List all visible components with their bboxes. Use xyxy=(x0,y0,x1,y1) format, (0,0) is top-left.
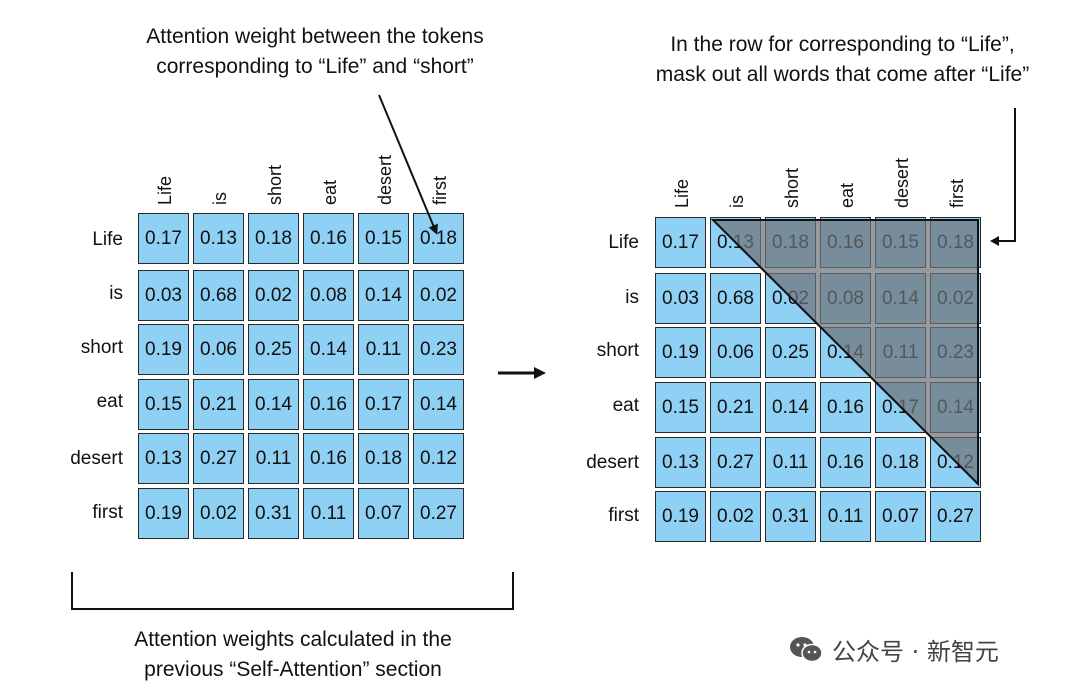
left-cell: 0.19 xyxy=(138,488,189,539)
right-cell: 0.03 xyxy=(655,273,706,324)
left-cell: 0.27 xyxy=(413,488,464,539)
left-cell: 0.03 xyxy=(138,270,189,321)
left-cell: 0.16 xyxy=(303,433,354,484)
left-cell: 0.23 xyxy=(413,324,464,375)
right-cell: 0.13 xyxy=(655,437,706,488)
right-cell: 0.21 xyxy=(710,382,761,433)
left-cell: 0.02 xyxy=(248,270,299,321)
left-cell: 0.17 xyxy=(358,379,409,430)
arrow-right-icon xyxy=(498,367,546,379)
left-row-label-short: short xyxy=(80,337,123,358)
right-cell: 0.27 xyxy=(710,437,761,488)
right-row-label-short: short xyxy=(596,340,639,361)
right-annotation-line2: mask out all words that come after “Life… xyxy=(655,63,1030,86)
left-cell: 0.31 xyxy=(248,488,299,539)
left-cell: 0.02 xyxy=(413,270,464,321)
left-cell: 0.13 xyxy=(193,213,244,264)
right-row-label-life: Life xyxy=(608,232,639,253)
watermark: 公众号 · 新智元 xyxy=(788,632,999,667)
left-cell: 0.11 xyxy=(358,324,409,375)
left-cell: 0.08 xyxy=(303,270,354,321)
wechat-icon xyxy=(790,636,823,662)
bottom-caption-line1: Attention weights calculated in the xyxy=(134,628,452,651)
left-cell: 0.13 xyxy=(138,433,189,484)
right-cell: 0.14 xyxy=(765,382,816,433)
watermark-text: 公众号 · 新智元 xyxy=(832,638,999,666)
right-annotation-line1: In the row for corresponding to “Life”, xyxy=(670,33,1015,56)
left-cell: 0.14 xyxy=(413,379,464,430)
right-cell: 0.15 xyxy=(655,382,706,433)
left-row-label-eat: eat xyxy=(96,391,123,412)
right-cell: 0.11 xyxy=(820,491,871,542)
left-cell: 0.07 xyxy=(358,488,409,539)
left-annotation-line1: Attention weight between the tokens xyxy=(146,25,484,48)
right-cell: 0.07 xyxy=(875,491,926,542)
right-cell: 0.25 xyxy=(765,327,816,378)
bottom-bracket xyxy=(71,572,514,610)
left-cell: 0.14 xyxy=(358,270,409,321)
right-cell: 0.11 xyxy=(765,437,816,488)
left-cell: 0.18 xyxy=(248,213,299,264)
bottom-caption-line2: previous “Self-Attention” section xyxy=(144,658,442,681)
left-cell: 0.21 xyxy=(193,379,244,430)
right-cell: 0.06 xyxy=(710,327,761,378)
left-cell: 0.02 xyxy=(193,488,244,539)
left-cell: 0.17 xyxy=(138,213,189,264)
left-cell: 0.18 xyxy=(358,433,409,484)
left-annotation-line2: corresponding to “Life” and “short” xyxy=(156,55,474,78)
right-row-label-desert: desert xyxy=(586,452,639,473)
right-cell: 0.27 xyxy=(930,491,981,542)
left-cell: 0.19 xyxy=(138,324,189,375)
right-cell: 0.19 xyxy=(655,491,706,542)
left-row-label-is: is xyxy=(109,283,123,304)
left-cell: 0.15 xyxy=(138,379,189,430)
left-cell: 0.15 xyxy=(358,213,409,264)
left-cell: 0.16 xyxy=(303,379,354,430)
mask-triangle xyxy=(710,219,979,487)
right-cell: 0.16 xyxy=(820,382,871,433)
left-cell: 0.11 xyxy=(303,488,354,539)
right-cell: 0.18 xyxy=(875,437,926,488)
right-cell: 0.17 xyxy=(655,217,706,268)
right-row-label-is: is xyxy=(625,287,639,308)
right-cell: 0.68 xyxy=(710,273,761,324)
left-cell: 0.06 xyxy=(193,324,244,375)
annotation-pointer-arrow xyxy=(378,94,438,235)
right-cell: 0.31 xyxy=(765,491,816,542)
right-cell: 0.19 xyxy=(655,327,706,378)
left-cell: 0.25 xyxy=(248,324,299,375)
left-annotation: Attention weight between the tokens corr… xyxy=(110,22,520,82)
left-cell: 0.12 xyxy=(413,433,464,484)
left-cell: 0.14 xyxy=(303,324,354,375)
right-row-label-first: first xyxy=(608,505,639,526)
right-cell: 0.16 xyxy=(820,437,871,488)
left-cell: 0.11 xyxy=(248,433,299,484)
bottom-caption: Attention weights calculated in the prev… xyxy=(88,625,498,685)
right-cell: 0.02 xyxy=(710,491,761,542)
left-row-label-desert: desert xyxy=(70,448,123,469)
left-cell: 0.16 xyxy=(303,213,354,264)
right-row-label-eat: eat xyxy=(612,395,639,416)
left-row-label-first: first xyxy=(92,502,123,523)
left-cell-highlighted: 0.18 xyxy=(413,213,464,264)
left-cell: 0.14 xyxy=(248,379,299,430)
left-cell: 0.27 xyxy=(193,433,244,484)
right-annotation: In the row for corresponding to “Life”, … xyxy=(615,30,1070,90)
left-row-label-life: Life xyxy=(92,229,123,250)
left-cell: 0.68 xyxy=(193,270,244,321)
mask-pointer-arrow xyxy=(990,108,1016,246)
